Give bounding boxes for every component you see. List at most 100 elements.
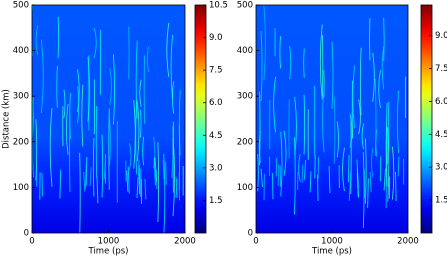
streak [273, 76, 277, 133]
y-tick-label: 200 [237, 137, 253, 147]
heatmap-field [256, 5, 408, 233]
colorbar-tick-label: 4.5 [209, 131, 223, 141]
streak [92, 138, 95, 197]
heatmap-texture [32, 5, 184, 233]
streak [369, 171, 372, 193]
streak [263, 5, 266, 81]
streak [175, 176, 178, 199]
streak [271, 173, 274, 200]
streak [81, 84, 84, 147]
streak [359, 47, 362, 116]
streak [387, 101, 390, 150]
streak [392, 146, 395, 200]
streak [333, 97, 336, 164]
streak [279, 36, 281, 69]
streak [309, 171, 312, 193]
streak [298, 154, 301, 182]
streak [163, 153, 166, 233]
streak [356, 173, 359, 197]
x-axis-label: Time (ps) [88, 247, 129, 256]
streak [56, 65, 58, 108]
streak [87, 56, 91, 122]
colorbar-tick-label: 9.0 [209, 33, 223, 43]
streak [381, 46, 385, 90]
streak [57, 16, 60, 59]
streak [342, 147, 345, 192]
streak [77, 86, 80, 124]
streak [280, 131, 283, 197]
streak [171, 81, 175, 114]
streak [347, 155, 350, 183]
streak [394, 171, 397, 202]
streak [63, 89, 66, 118]
streak [283, 130, 287, 176]
streak [289, 45, 292, 80]
streak [79, 152, 81, 233]
streak [84, 163, 87, 190]
colorbar-tick-label: 6.0 [209, 98, 223, 108]
streak [303, 48, 305, 78]
streak [349, 113, 352, 148]
x-tick-label: 2000 [397, 237, 419, 247]
colorbar-tick-label: 9.0 [435, 31, 447, 41]
x-tick-label: 0 [29, 237, 34, 247]
streak [371, 147, 374, 178]
streak [166, 22, 170, 78]
streak [358, 99, 361, 135]
y-tick-label: 300 [13, 92, 29, 102]
streak [328, 166, 331, 194]
streak [65, 103, 69, 155]
x-axis-label: Time (ps) [311, 247, 352, 256]
streak [165, 161, 167, 185]
y-tick-label: 500 [237, 1, 253, 11]
streak [109, 118, 111, 166]
streak [319, 24, 323, 100]
streak [294, 137, 296, 215]
streak [336, 121, 339, 158]
streak [383, 168, 387, 191]
streak [260, 168, 263, 187]
colorbar-tick-label: 3.0 [435, 163, 447, 173]
y-tick-label: 200 [13, 137, 29, 147]
streak [139, 109, 142, 138]
y-tick-label: 100 [13, 183, 29, 193]
y-tick-label: 500 [13, 1, 29, 11]
streak [137, 159, 140, 185]
colorbar-tick-label: 4.5 [435, 130, 447, 140]
streak [101, 134, 104, 198]
streak [83, 172, 86, 192]
colorbar-tick-label: 7.5 [435, 64, 447, 74]
streak [146, 46, 149, 73]
streak [127, 166, 130, 194]
colorbar-tick-label: 3.0 [209, 163, 223, 173]
streak [133, 99, 136, 169]
streak [153, 157, 156, 186]
x-tick-label: 1000 [321, 237, 343, 247]
streak [103, 160, 107, 180]
y-tick-label: 0 [24, 229, 29, 239]
streak [301, 164, 304, 183]
streak [139, 79, 142, 107]
streak [162, 159, 165, 180]
colorbar-frame [420, 4, 433, 234]
streak [136, 101, 140, 162]
streak [129, 143, 132, 170]
streak [385, 102, 388, 187]
streak [257, 153, 259, 192]
streak [89, 167, 92, 187]
streak [362, 152, 365, 228]
streak [303, 160, 307, 180]
streak [35, 119, 38, 181]
y-tick-label: 300 [237, 92, 253, 102]
streak [35, 25, 39, 56]
x-tick-label: 2000 [174, 237, 196, 247]
streak [397, 156, 400, 177]
streak [49, 108, 53, 187]
colorbar [421, 5, 432, 233]
y-tick-label: 100 [237, 183, 253, 193]
streak [126, 170, 129, 192]
y-tick-label: 400 [237, 46, 253, 56]
streak [171, 155, 174, 178]
streak [154, 157, 157, 182]
